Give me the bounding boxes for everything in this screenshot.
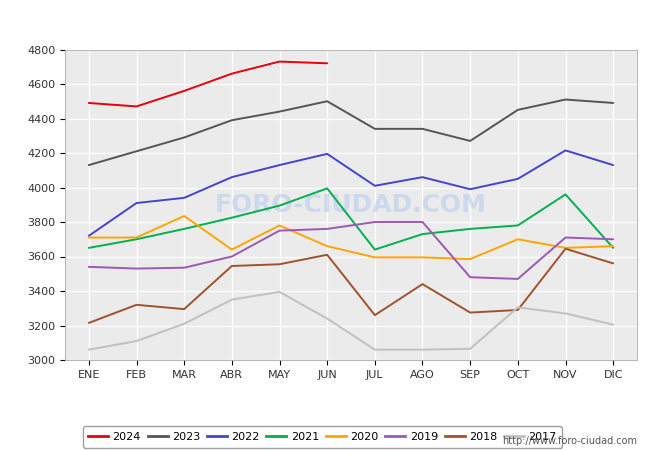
Text: Afiliados en Fortuna a 31/5/2024: Afiliados en Fortuna a 31/5/2024 xyxy=(178,11,472,29)
Text: FORO-CIUDAD.COM: FORO-CIUDAD.COM xyxy=(215,193,487,217)
Text: http://www.foro-ciudad.com: http://www.foro-ciudad.com xyxy=(502,436,637,446)
Legend: 2024, 2023, 2022, 2021, 2020, 2019, 2018, 2017: 2024, 2023, 2022, 2021, 2020, 2019, 2018… xyxy=(83,427,562,448)
